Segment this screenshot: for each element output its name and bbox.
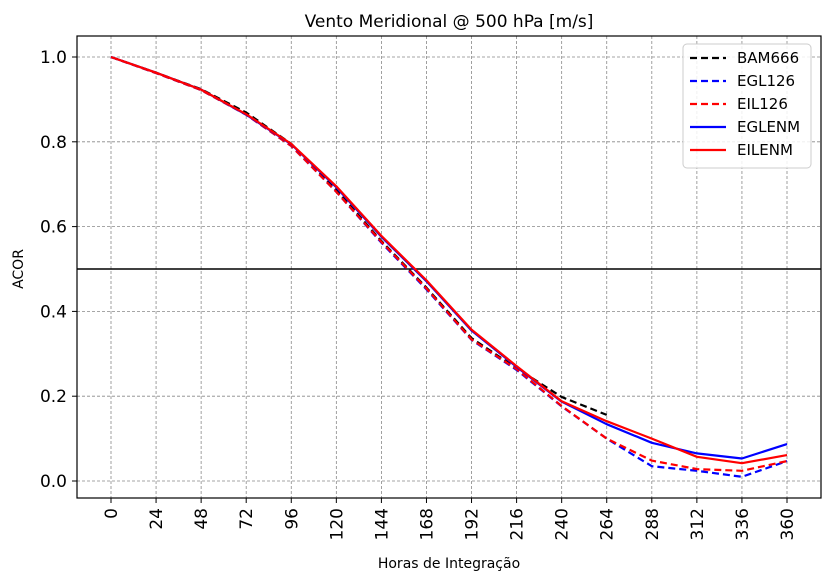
x-tick-label: 336 bbox=[733, 508, 753, 540]
y-axis-label: ACOR bbox=[11, 249, 27, 289]
y-tick-label: 0.2 bbox=[40, 387, 67, 407]
legend-label-egl126: EGL126 bbox=[737, 72, 795, 90]
legend-label-eglenm: EGLENM bbox=[737, 118, 800, 136]
x-tick-label: 72 bbox=[237, 508, 257, 530]
legend-label-eil126: EIL126 bbox=[737, 95, 788, 113]
x-tick-label: 0 bbox=[102, 508, 122, 519]
x-tick-label: 288 bbox=[643, 508, 663, 540]
series-line-bam666 bbox=[110, 55, 608, 416]
x-tick-label: 216 bbox=[508, 508, 528, 540]
x-axis: 0 24 48 72 96 120 144 168 192 216 240 264 288 312 336 3… bbox=[102, 498, 798, 540]
series-line-eilenm bbox=[110, 55, 788, 465]
y-axis: 0.0 0.2 0.4 0.6 0.8 1.0 bbox=[40, 48, 77, 492]
y-tick-label: 0.6 bbox=[40, 218, 67, 238]
y-tick-label: 0.8 bbox=[40, 133, 67, 153]
legend-box bbox=[682, 43, 812, 169]
plot-frame bbox=[76, 35, 822, 499]
x-tick-label: 144 bbox=[372, 508, 392, 540]
x-tick-label: 168 bbox=[417, 508, 437, 540]
x-tick-label: 48 bbox=[192, 508, 212, 530]
x-tick-label: 24 bbox=[147, 508, 167, 530]
x-tick-label: 120 bbox=[327, 508, 347, 540]
y-tick-label: 0.0 bbox=[40, 472, 67, 492]
x-tick-label: 240 bbox=[553, 508, 573, 540]
series-group bbox=[77, 55, 821, 478]
chart-title: Vento Meridional @ 500 hPa [m/s] bbox=[305, 12, 594, 32]
x-tick-label: 312 bbox=[688, 508, 708, 540]
y-tick-label: 1.0 bbox=[40, 48, 67, 68]
x-axis-label: Horas de Integração bbox=[378, 556, 520, 572]
legend-label-bam666: BAM666 bbox=[737, 49, 799, 67]
y-tick-label: 0.4 bbox=[40, 302, 67, 322]
x-tick-label: 360 bbox=[778, 508, 798, 540]
x-tick-label: 264 bbox=[598, 508, 618, 540]
legend: BAM666 EGL126 EIL126 EGLENM EILENM bbox=[682, 43, 812, 169]
x-tick-label: 96 bbox=[282, 508, 302, 530]
x-tick-label: 192 bbox=[463, 508, 483, 540]
legend-label-eilenm: EILENM bbox=[737, 141, 793, 159]
